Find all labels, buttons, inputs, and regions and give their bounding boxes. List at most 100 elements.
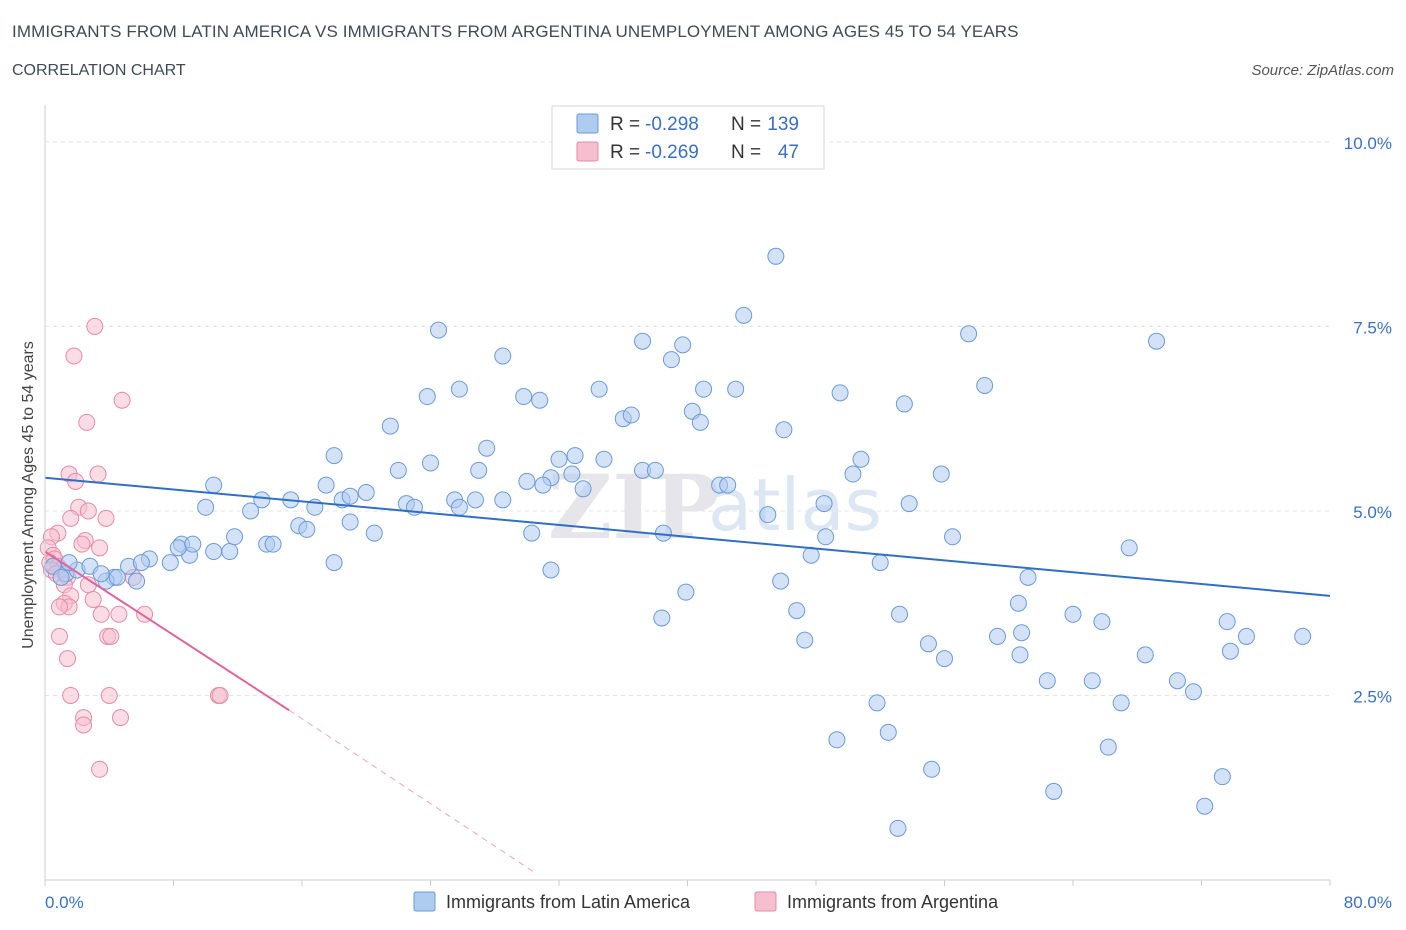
latin-america-point xyxy=(341,513,359,531)
y-tick-label: 10.0% xyxy=(1344,134,1392,153)
latin-america-point xyxy=(450,498,468,516)
latin-america-point xyxy=(989,627,1007,645)
latin-america-point xyxy=(470,461,488,479)
latin-america-point xyxy=(197,498,215,516)
legend-swatch-latin-america xyxy=(413,891,436,912)
latin-america-point xyxy=(108,568,126,586)
argentina-point xyxy=(79,502,97,520)
latin-america-point xyxy=(52,568,70,586)
latin-america-point xyxy=(518,472,536,490)
argentina-point xyxy=(113,391,131,409)
latin-america-point xyxy=(817,528,835,546)
latin-america-point xyxy=(852,450,870,468)
legend-r-value: -0.298 xyxy=(645,114,699,135)
latin-america-points xyxy=(44,247,1312,837)
argentina-point xyxy=(91,760,109,778)
latin-america-point xyxy=(1168,672,1186,690)
latin-america-point xyxy=(422,454,439,472)
latin-america-point xyxy=(1294,627,1312,645)
chart-subtitle: CORRELATION CHART xyxy=(12,62,186,79)
y-tick-label: 2.5% xyxy=(1353,687,1392,706)
argentina-point xyxy=(62,509,80,527)
legend-label-argentina: Immigrants from Argentina xyxy=(787,892,999,912)
argentina-point xyxy=(111,709,129,727)
latin-america-point xyxy=(889,819,907,837)
latin-america-point xyxy=(365,524,383,542)
y-axis-label: Unemployment Among Ages 45 to 54 years xyxy=(20,341,37,649)
latin-america-point xyxy=(844,465,862,483)
latin-america-point xyxy=(1038,672,1056,690)
latin-america-trend-line xyxy=(44,476,1331,597)
argentina-point xyxy=(75,716,93,734)
latin-america-point xyxy=(169,539,187,557)
latin-america-point xyxy=(298,520,316,538)
legend-swatch-blue xyxy=(576,113,599,134)
argentina-point xyxy=(100,686,118,704)
argentina-point xyxy=(102,627,120,645)
latin-america-point xyxy=(563,465,581,483)
latin-america-point xyxy=(450,380,468,398)
argentina-point xyxy=(86,317,104,335)
latin-america-point xyxy=(727,380,745,398)
latin-america-point xyxy=(1045,782,1063,800)
latin-america-point xyxy=(515,388,533,406)
argentina-point xyxy=(78,413,96,431)
latin-america-point xyxy=(466,491,484,509)
latin-america-point xyxy=(1011,646,1029,664)
latin-america-point xyxy=(891,605,909,623)
argentina-point xyxy=(97,509,115,527)
latin-america-point xyxy=(325,554,343,572)
latin-america-point xyxy=(695,380,713,398)
latin-america-point xyxy=(767,247,785,265)
latin-america-point xyxy=(253,491,271,509)
latin-america-point xyxy=(1013,624,1031,642)
latin-america-point xyxy=(574,480,592,498)
latin-america-point xyxy=(1196,797,1214,815)
x-tick-label: 80.0% xyxy=(1344,893,1392,912)
latin-america-point xyxy=(494,347,512,365)
latin-america-point xyxy=(264,535,282,553)
latin-america-point xyxy=(542,561,560,579)
argentina-point xyxy=(92,605,110,623)
latin-america-point xyxy=(132,554,150,572)
latin-america-point xyxy=(772,572,790,590)
latin-america-point xyxy=(1148,332,1166,350)
latin-america-point xyxy=(719,476,737,494)
latin-america-point xyxy=(1019,568,1037,586)
latin-america-point xyxy=(92,565,110,583)
argentina-point xyxy=(50,598,68,616)
latin-america-point xyxy=(895,395,913,413)
legend-r-value: -0.269 xyxy=(645,142,699,163)
latin-america-point xyxy=(735,306,753,324)
latin-america-point xyxy=(879,723,897,741)
argentina-trend-line xyxy=(44,550,290,712)
latin-america-point xyxy=(622,406,640,424)
latin-america-point xyxy=(775,421,793,439)
argentina-point xyxy=(65,347,83,365)
latin-america-point xyxy=(788,602,806,620)
argentina-point xyxy=(89,465,107,483)
legend-label-latin-america: Immigrants from Latin America xyxy=(446,892,691,912)
legend-swatch-argentina xyxy=(754,891,777,912)
latin-america-point xyxy=(1221,642,1239,660)
latin-america-point xyxy=(595,450,613,468)
grid-lines xyxy=(45,141,1330,696)
latin-america-point xyxy=(871,554,889,572)
latin-america-point xyxy=(494,491,512,509)
latin-america-point xyxy=(1093,613,1111,631)
x-tick-label: 0.0% xyxy=(45,893,84,912)
latin-america-point xyxy=(1112,694,1130,712)
latin-america-point xyxy=(566,447,584,465)
latin-america-point xyxy=(1064,605,1082,623)
argentina-trend-extension xyxy=(288,709,536,874)
argentina-point xyxy=(58,650,76,668)
legend-series: Immigrants from Latin America Immigrants… xyxy=(413,891,999,912)
latin-america-point xyxy=(662,351,680,369)
latin-america-point xyxy=(226,528,244,546)
legend-n-value: 47 xyxy=(778,142,799,163)
y-tick-labels: 2.5% 5.0% 7.5% 10.0% xyxy=(1344,134,1392,707)
axes xyxy=(44,105,1331,886)
trend-lines xyxy=(44,476,1331,874)
latin-america-point xyxy=(674,336,692,354)
legend-r-label: R = xyxy=(610,142,640,163)
